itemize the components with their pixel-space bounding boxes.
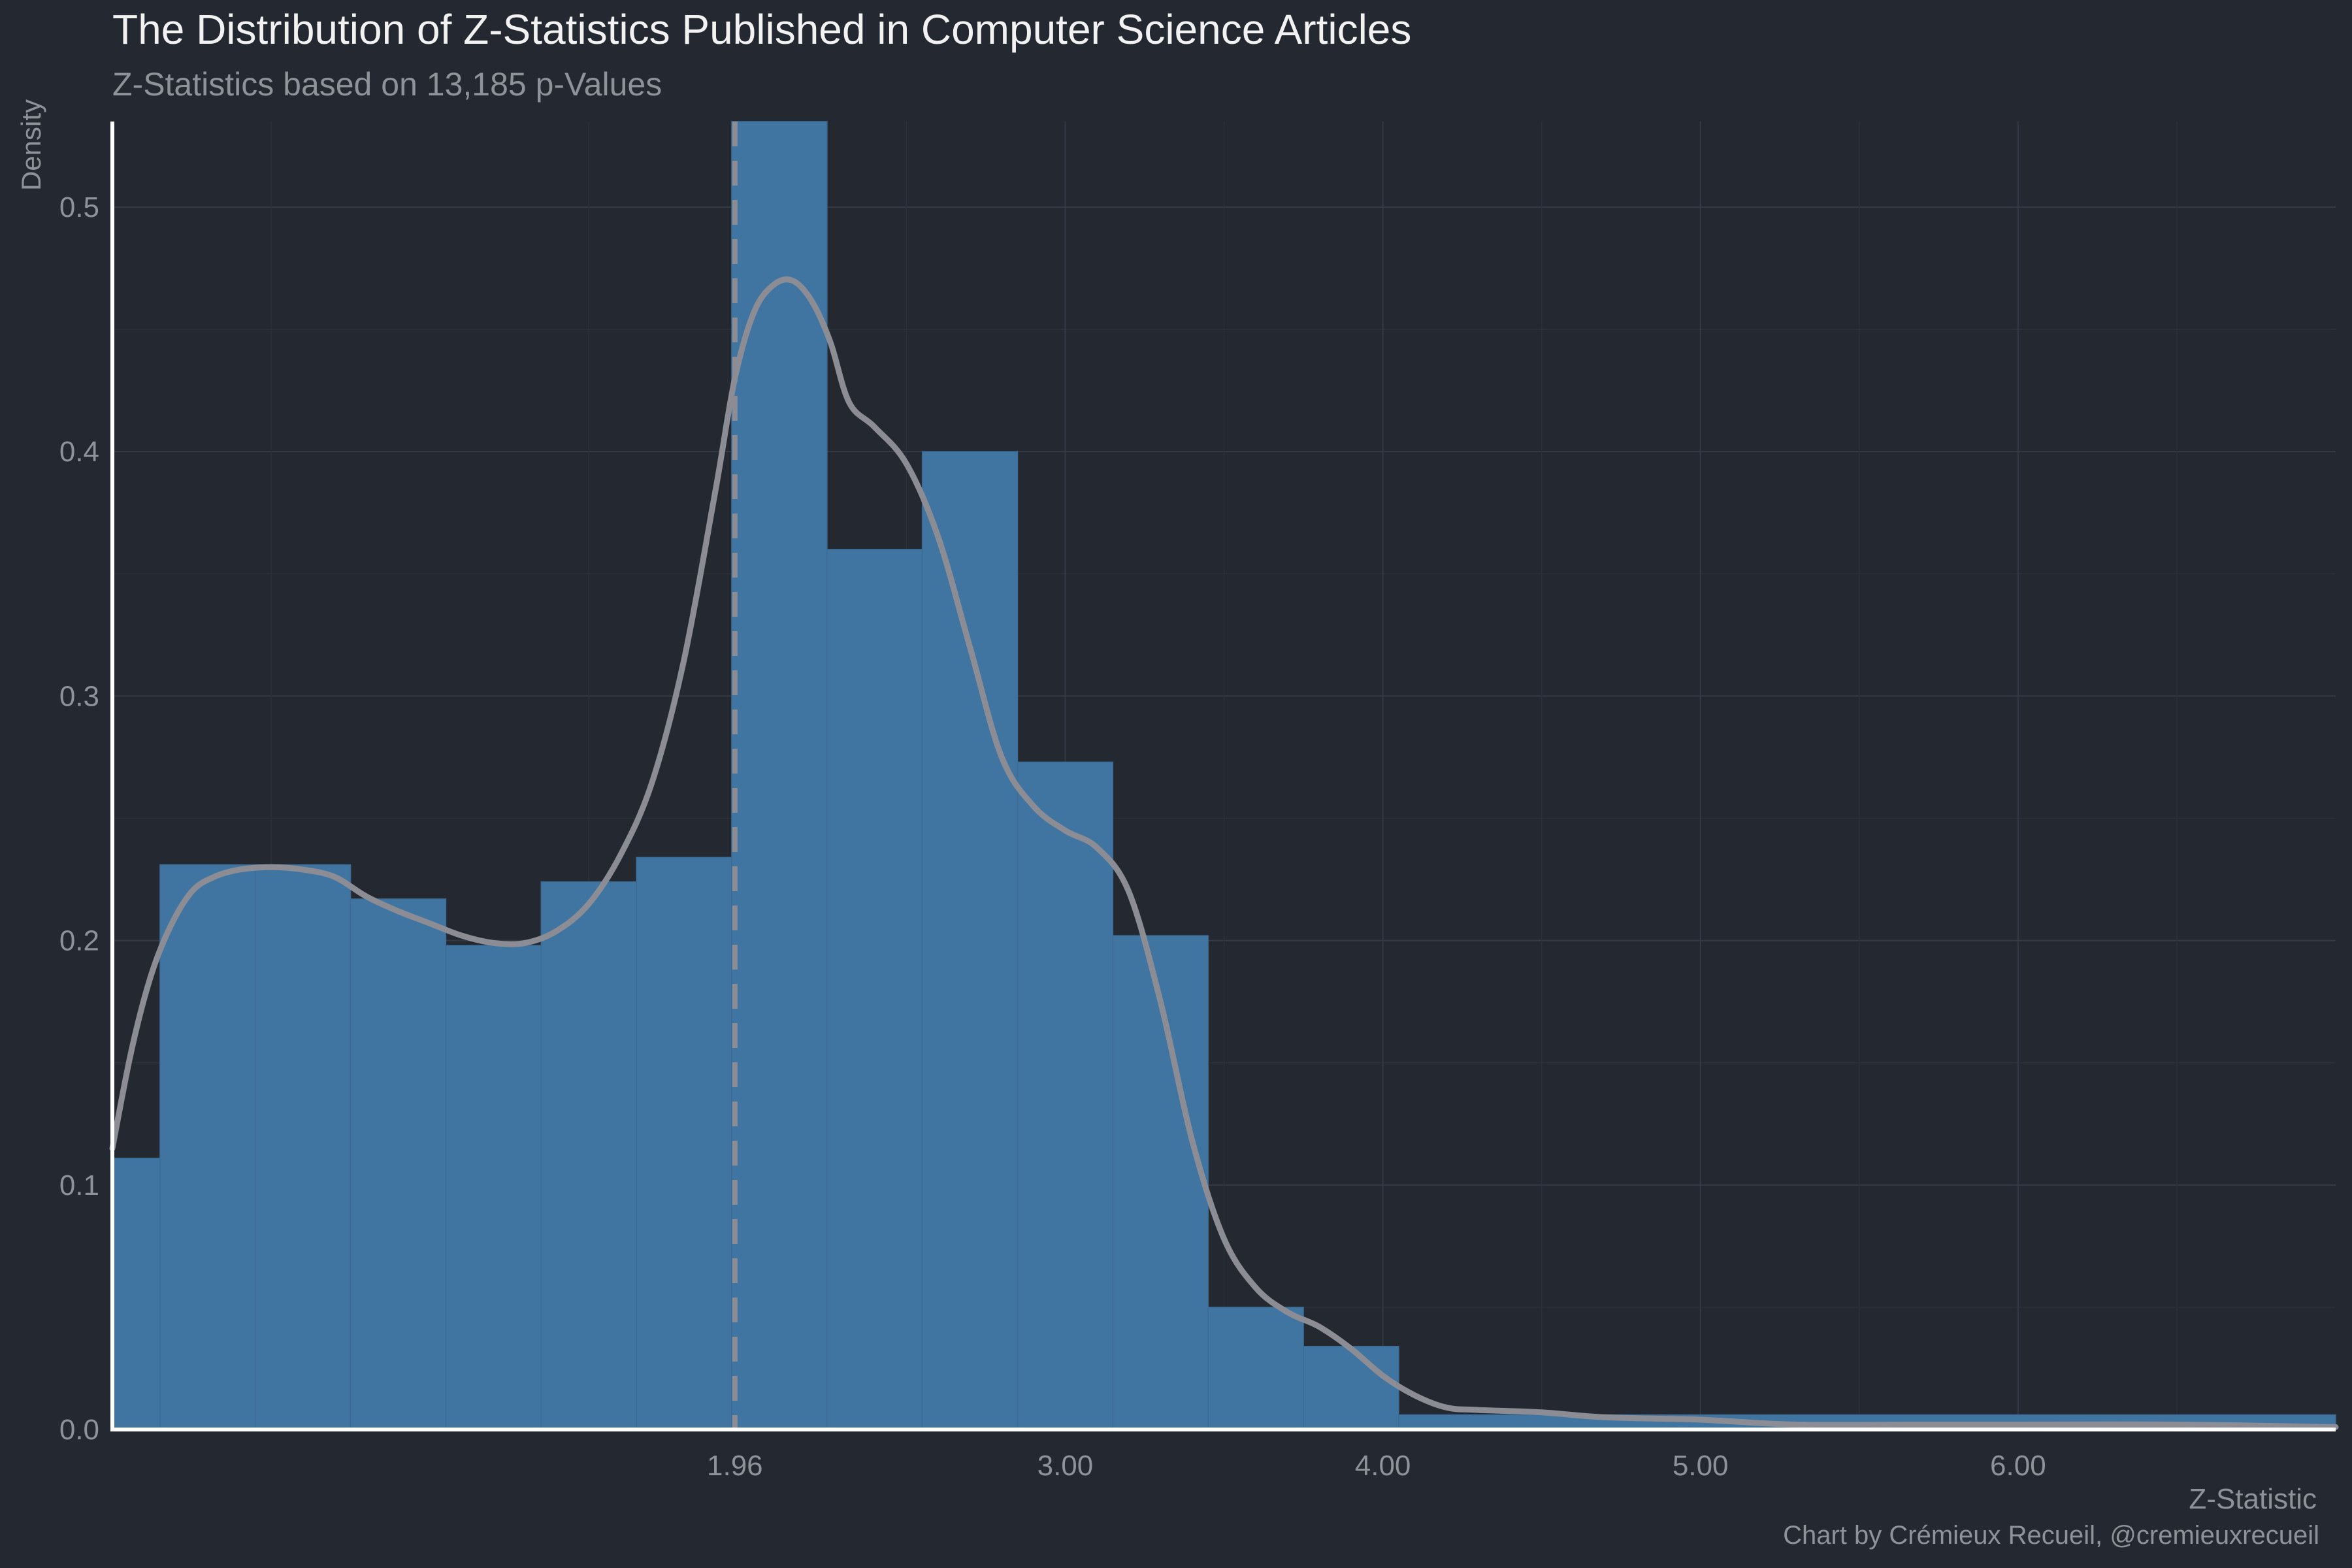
histogram-bar (540, 881, 637, 1430)
histogram-bar (1207, 1307, 1304, 1430)
histogram-bars (112, 121, 2336, 1430)
density-curve-group (109, 276, 2339, 1430)
x-axis-title: Z-Statistic (2189, 1483, 2317, 1515)
y-tick-label: 0.1 (59, 1169, 99, 1201)
histogram-bar (1017, 761, 1114, 1430)
axes (110, 122, 2336, 1431)
histogram-bar (1112, 935, 1209, 1430)
chart-caption: Chart by Crémieux Recueil, @cremieuxrecu… (1783, 1521, 2319, 1550)
x-tick-label: 5.00 (1673, 1450, 1729, 1482)
y-tick-label: 0.0 (59, 1414, 99, 1446)
histogram-bar (445, 945, 542, 1430)
x-tick-label: 4.00 (1355, 1450, 1411, 1482)
histogram-bar (159, 864, 256, 1430)
y-tick-label: 0.4 (59, 436, 99, 468)
x-tick-label: 6.00 (1990, 1450, 2046, 1482)
histogram-bar (112, 1157, 161, 1430)
chart-subtitle: Z-Statistics based on 13,185 p-Values (112, 66, 662, 103)
tick-labels: 0.0 0.1 0.2 0.3 0.4 0.5 1.96 3.00 4.00 5.00 6.00 (59, 191, 2046, 1482)
histogram-bar (826, 549, 923, 1430)
histogram-bar (255, 864, 351, 1430)
y-tick-label: 0.2 (59, 925, 99, 957)
y-tick-label: 0.3 (59, 680, 99, 712)
histogram-bar (636, 857, 732, 1430)
histogram-bar (731, 121, 828, 1430)
y-tick-label: 0.5 (59, 191, 99, 223)
histogram-bar (350, 898, 447, 1430)
histogram-bar (1303, 1346, 1399, 1430)
x-tick-label: 1.96 (707, 1450, 763, 1482)
chart-title: The Distribution of Z-Statistics Publish… (112, 6, 1412, 53)
density-curve (109, 276, 2339, 1430)
histogram-bar (921, 451, 1019, 1430)
x-tick-label: 3.00 (1037, 1450, 1094, 1482)
